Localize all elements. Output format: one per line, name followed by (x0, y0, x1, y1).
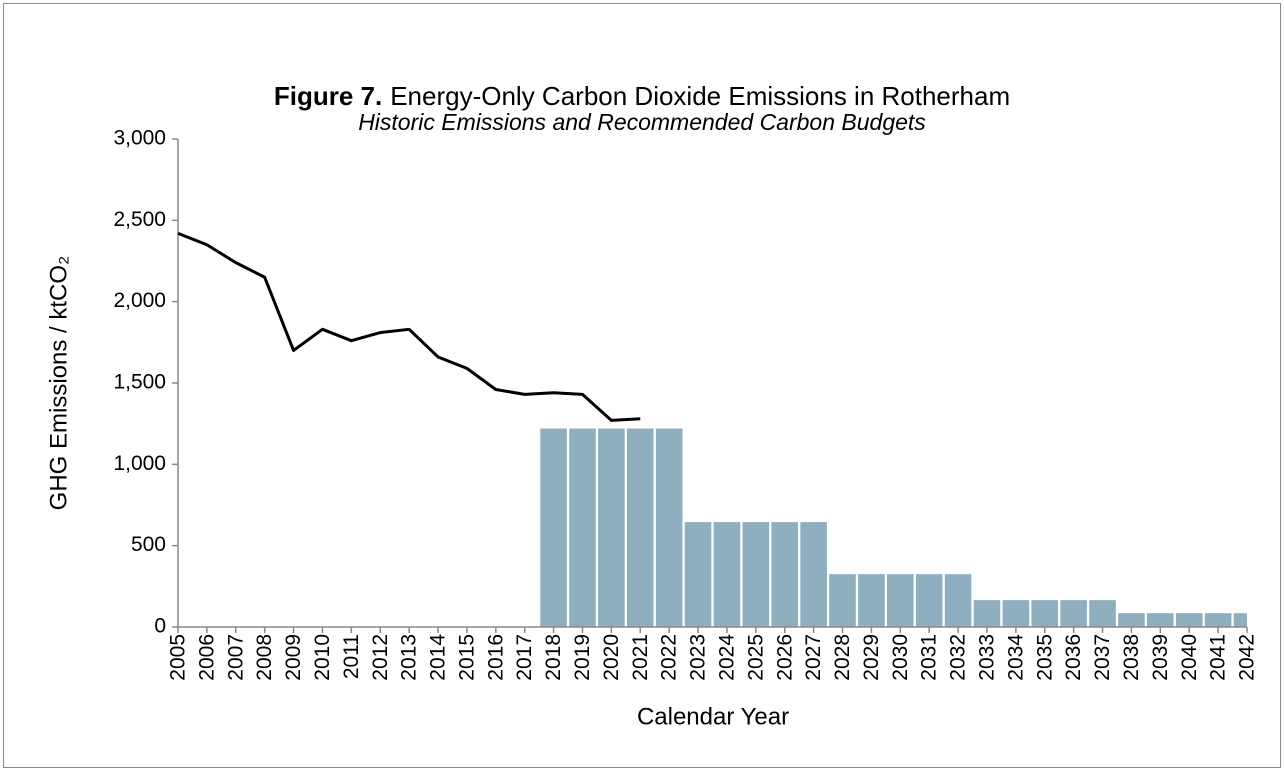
bar (771, 522, 799, 627)
bar (973, 600, 1001, 627)
bar (1002, 600, 1030, 627)
bars (540, 428, 1247, 627)
bar (1175, 613, 1203, 627)
chart-title: Energy-Only Carbon Dioxide Emissions in … (390, 81, 1010, 111)
x-tick-label: 2016 (484, 634, 507, 681)
x-tick-label: 2039 (1149, 634, 1172, 681)
x-tick-label: 2020 (600, 634, 623, 681)
x-tick-label: 2041 (1207, 634, 1230, 681)
x-tick-label: 2031 (918, 634, 941, 681)
bar (1060, 600, 1087, 627)
bar (540, 428, 567, 627)
bar (1233, 613, 1247, 627)
x-tick-label: 2008 (253, 634, 276, 681)
title-line: Figure 7. Energy-Only Carbon Dioxide Emis… (274, 81, 1010, 111)
x-tick-label: 2035 (1033, 634, 1056, 681)
chart-subtitle: Historic Emissions and Recommended Carbo… (358, 109, 926, 135)
x-tick-label: 2034 (1004, 634, 1027, 681)
y-tick-label: 2,000 (113, 289, 166, 312)
x-tick-label: 2028 (831, 634, 854, 681)
bar (1089, 600, 1116, 627)
bar (1147, 613, 1174, 627)
x-tick-label: 2005 (167, 634, 190, 681)
bar (829, 574, 856, 627)
x-tick-label: 2042 (1236, 634, 1259, 681)
x-tick-label: 2032 (947, 634, 970, 681)
x-tick-label: 2018 (542, 634, 565, 681)
y-tick-label: 2,500 (113, 208, 166, 231)
x-tick-label: 2033 (976, 634, 999, 681)
bar (1118, 613, 1145, 627)
x-tick-label: 2029 (860, 634, 883, 681)
x-tick-label: 2024 (715, 634, 738, 681)
x-tick-label: 2012 (369, 634, 392, 681)
x-tick-label: 2007 (224, 634, 247, 681)
bar (684, 522, 712, 627)
x-tick-label: 2030 (889, 634, 912, 681)
x-tick-label: 2017 (513, 634, 536, 681)
bar (655, 428, 683, 627)
y-tick-label: 1,000 (113, 452, 166, 475)
bar (626, 428, 654, 627)
bar (569, 428, 596, 627)
x-tick-label: 2037 (1091, 634, 1114, 681)
bar (1031, 600, 1059, 627)
bar (742, 522, 770, 627)
bar (598, 428, 625, 627)
y-tick-label: 0 (154, 615, 166, 638)
x-tick-label: 2023 (687, 634, 710, 681)
x-tick-label: 2022 (658, 634, 681, 681)
x-tick-label: 2011 (340, 634, 363, 679)
x-tick-label: 2014 (427, 634, 450, 681)
x-tick-label: 2013 (398, 634, 421, 681)
x-tick-label: 2019 (571, 634, 594, 681)
bar (858, 574, 885, 627)
x-tick-label: 2010 (311, 634, 334, 681)
x-tick-label: 2026 (773, 634, 796, 681)
x-tick-label: 2006 (195, 634, 218, 681)
x-tick-label: 2021 (629, 634, 652, 681)
x-tick-label: 2009 (282, 634, 305, 681)
y-axis-title: GHG Emissions / ktCO₂ (45, 256, 72, 511)
x-axis-title: Calendar Year (637, 703, 789, 730)
x-tick-label: 2025 (744, 634, 767, 681)
y-tick-label: 3,000 (113, 127, 166, 150)
bar (800, 522, 827, 627)
bar (944, 574, 972, 627)
bar (1204, 613, 1232, 627)
bar (713, 522, 741, 627)
x-tick-label: 2036 (1062, 634, 1085, 681)
y-tick-label: 1,500 (113, 371, 166, 394)
bar (887, 574, 914, 627)
x-tick-label: 2040 (1178, 634, 1201, 681)
figure-label: Figure 7. (274, 81, 382, 111)
y-tick-label: 500 (131, 533, 166, 556)
x-tick-label: 2027 (802, 634, 825, 681)
bar (915, 574, 943, 627)
x-tick-label: 2015 (455, 634, 478, 681)
x-tick-label: 2038 (1120, 634, 1143, 681)
line (177, 231, 641, 422)
frame (3, 3, 1281, 768)
